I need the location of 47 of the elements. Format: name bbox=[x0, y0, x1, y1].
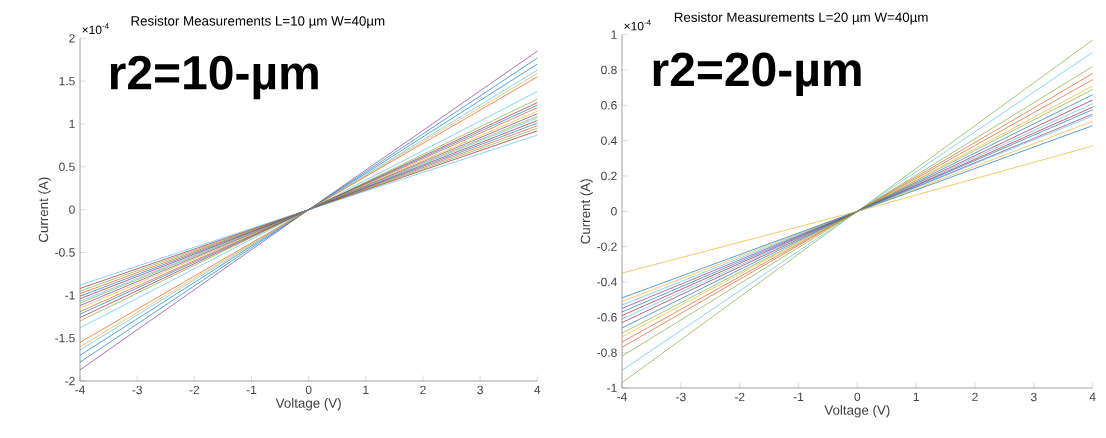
x-axis-title: Voltage (V) bbox=[275, 398, 341, 411]
y-tick-label: -0.4 bbox=[597, 277, 617, 287]
y-tick-label: -2 bbox=[65, 376, 75, 386]
x-tick-label: 0 bbox=[305, 385, 312, 395]
y-tick-label: 0 bbox=[69, 205, 75, 214]
x-tick-label: -4 bbox=[75, 385, 85, 394]
y-tick-label: -0.6 bbox=[597, 313, 617, 322]
x-tick-label: 1 bbox=[913, 392, 919, 401]
x-tick-label: 3 bbox=[477, 385, 483, 395]
y-tick-label: 1 bbox=[611, 30, 617, 39]
y-tick-label: 1.5 bbox=[59, 76, 75, 86]
x-axis-title: Voltage (V) bbox=[824, 405, 890, 418]
annotation: r2=20-µm bbox=[653, 52, 861, 97]
y-tick-label: 0.2 bbox=[601, 171, 617, 181]
x-tick-label: -1 bbox=[246, 385, 257, 394]
y-tick-label: -1.5 bbox=[55, 333, 75, 343]
y-tick-label: -0.5 bbox=[55, 248, 75, 257]
x-tick-label: -4 bbox=[617, 392, 627, 401]
annotation: r2=10-µm bbox=[110, 55, 318, 100]
x-tick-label: -3 bbox=[676, 392, 686, 402]
x-tick-label: 3 bbox=[1030, 392, 1037, 402]
x-tick-label: 4 bbox=[534, 385, 541, 394]
text: ×10$^{-4}$ bbox=[624, 19, 651, 31]
y-tick-label: 0.6 bbox=[601, 101, 617, 110]
y-tick-label: 0 bbox=[611, 207, 617, 216]
y-axis-title: Current (A) bbox=[38, 177, 51, 242]
x-tick-label: 0 bbox=[854, 392, 861, 402]
x-tick-label: 2 bbox=[972, 392, 978, 402]
x-tick-label: -2 bbox=[189, 385, 200, 395]
x-tick-label: -1 bbox=[793, 392, 804, 401]
y-tick-label: -0.2 bbox=[597, 242, 617, 251]
y-tick-label: 2 bbox=[69, 34, 75, 43]
chart-title: Resistor Measurements L=10 µm W=40µm bbox=[131, 15, 385, 29]
x-tick-label: -3 bbox=[132, 385, 142, 395]
y-tick-label: 0.4 bbox=[601, 136, 617, 145]
y-tick-label: 0.5 bbox=[59, 162, 75, 172]
text: ×10$^{-4}$ bbox=[82, 23, 109, 35]
y-tick-label: -1 bbox=[65, 291, 75, 300]
y-tick-label: -0.8 bbox=[597, 348, 617, 357]
x-tick-label: 4 bbox=[1089, 392, 1096, 401]
chart-title: Resistor Measurements L=20 µm W=40µm bbox=[674, 12, 928, 25]
y-tick-label: 1 bbox=[69, 119, 75, 129]
x-tick-label: -2 bbox=[734, 392, 745, 402]
x-tick-label: 2 bbox=[420, 385, 426, 395]
y-tick-label: 0.8 bbox=[601, 65, 617, 75]
x-tick-label: 1 bbox=[363, 385, 369, 394]
y-axis-title: Current (A) bbox=[580, 179, 593, 244]
